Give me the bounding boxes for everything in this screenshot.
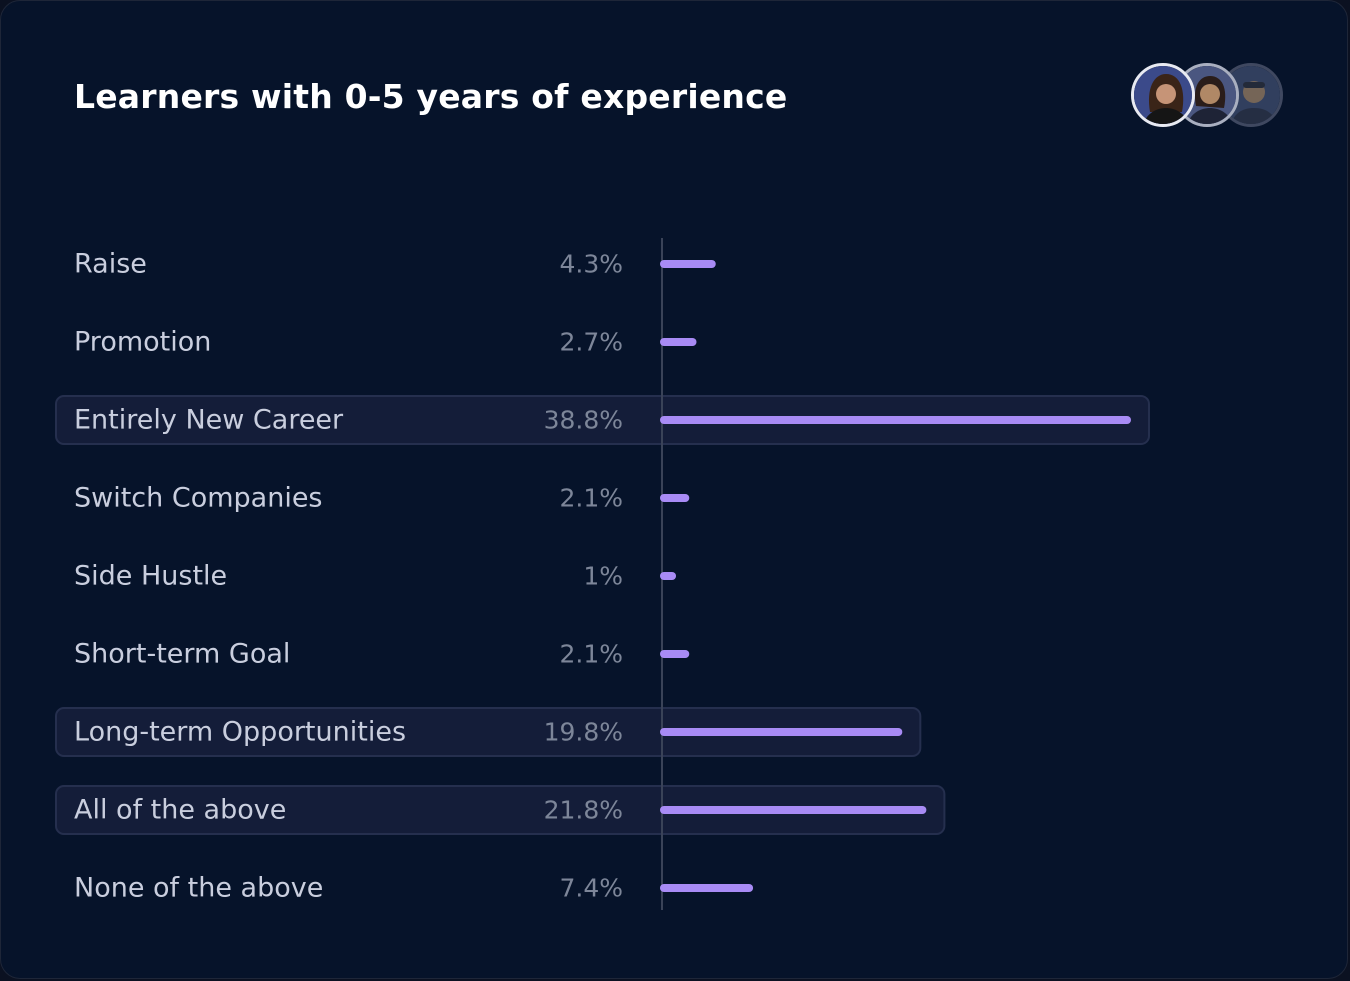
value-label: 1% xyxy=(583,562,623,591)
value-label: 7.4% xyxy=(559,874,623,903)
category-label: Short-term Goal xyxy=(74,639,290,670)
value-label: 2.1% xyxy=(559,640,623,669)
category-label: Raise xyxy=(74,249,147,280)
bar xyxy=(660,728,903,736)
value-label: 2.1% xyxy=(559,484,623,513)
category-label: All of the above xyxy=(74,795,286,826)
avatar-group xyxy=(1131,63,1283,131)
person-avatar-icon xyxy=(1134,66,1192,124)
chart-title: Learners with 0-5 years of experience xyxy=(74,77,788,116)
bar xyxy=(660,650,690,658)
bar xyxy=(660,416,1131,424)
bar xyxy=(660,260,716,268)
bar xyxy=(660,884,754,892)
category-label: Promotion xyxy=(74,327,211,358)
bar xyxy=(660,494,690,502)
value-label: 38.8% xyxy=(544,406,623,435)
bar xyxy=(660,806,927,814)
category-label: None of the above xyxy=(74,873,323,904)
highlight-box xyxy=(55,785,946,835)
category-label: Entirely New Career xyxy=(74,405,344,436)
category-label: Switch Companies xyxy=(74,483,323,514)
value-label: 4.3% xyxy=(559,250,623,279)
value-label: 2.7% xyxy=(559,328,623,357)
category-label: Long-term Opportunities xyxy=(74,717,406,748)
value-label: 21.8% xyxy=(544,796,623,825)
avatar xyxy=(1131,63,1195,127)
highlight-box xyxy=(55,707,922,757)
bar xyxy=(660,572,677,580)
value-label: 19.8% xyxy=(544,718,623,747)
category-label: Side Hustle xyxy=(74,561,227,592)
bar xyxy=(660,338,697,346)
highlight-box xyxy=(55,395,1150,445)
